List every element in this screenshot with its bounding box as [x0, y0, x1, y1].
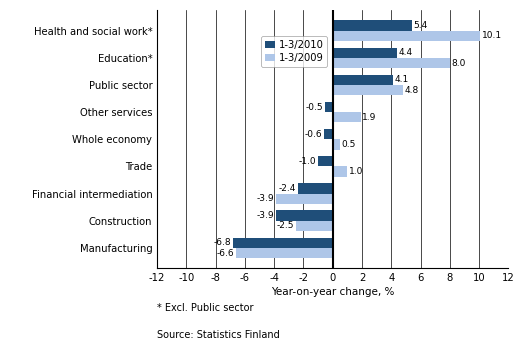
Text: 4.8: 4.8 — [405, 86, 419, 95]
Bar — [333, 139, 340, 150]
Bar — [333, 75, 392, 85]
Text: 4.1: 4.1 — [395, 75, 409, 84]
Text: Source: Statistics Finland: Source: Statistics Finland — [157, 330, 280, 340]
Bar — [333, 85, 403, 95]
Bar — [298, 183, 333, 194]
Text: -2.5: -2.5 — [277, 222, 294, 230]
Text: * Excl. Public sector: * Excl. Public sector — [157, 303, 254, 313]
Text: -3.9: -3.9 — [256, 194, 274, 203]
Text: -2.4: -2.4 — [278, 184, 296, 193]
Text: -3.9: -3.9 — [256, 211, 274, 220]
Text: -0.5: -0.5 — [306, 103, 324, 111]
Bar — [276, 211, 333, 221]
Bar — [324, 129, 333, 139]
Text: 4.4: 4.4 — [399, 48, 413, 57]
Bar — [333, 112, 361, 122]
Text: 10.1: 10.1 — [482, 31, 503, 40]
Text: 5.4: 5.4 — [413, 21, 428, 30]
Legend: 1-3/2010, 1-3/2009: 1-3/2010, 1-3/2009 — [260, 36, 328, 67]
Text: 1.9: 1.9 — [362, 113, 377, 122]
Bar — [333, 20, 412, 31]
Text: 0.5: 0.5 — [342, 140, 356, 149]
Text: -0.6: -0.6 — [304, 130, 322, 139]
Text: -1.0: -1.0 — [299, 157, 316, 166]
Text: -6.6: -6.6 — [217, 249, 234, 258]
Bar — [318, 156, 333, 166]
Text: 1.0: 1.0 — [349, 167, 364, 176]
Bar — [333, 31, 481, 41]
Bar — [325, 102, 333, 112]
Bar — [333, 166, 347, 177]
Bar — [333, 47, 397, 58]
Bar — [276, 194, 333, 204]
Bar — [296, 221, 333, 231]
Bar — [333, 58, 450, 68]
X-axis label: Year-on-year change, %: Year-on-year change, % — [271, 287, 395, 297]
Text: 8.0: 8.0 — [452, 58, 466, 67]
Bar — [236, 248, 333, 258]
Bar — [233, 238, 333, 248]
Text: -6.8: -6.8 — [214, 238, 232, 247]
